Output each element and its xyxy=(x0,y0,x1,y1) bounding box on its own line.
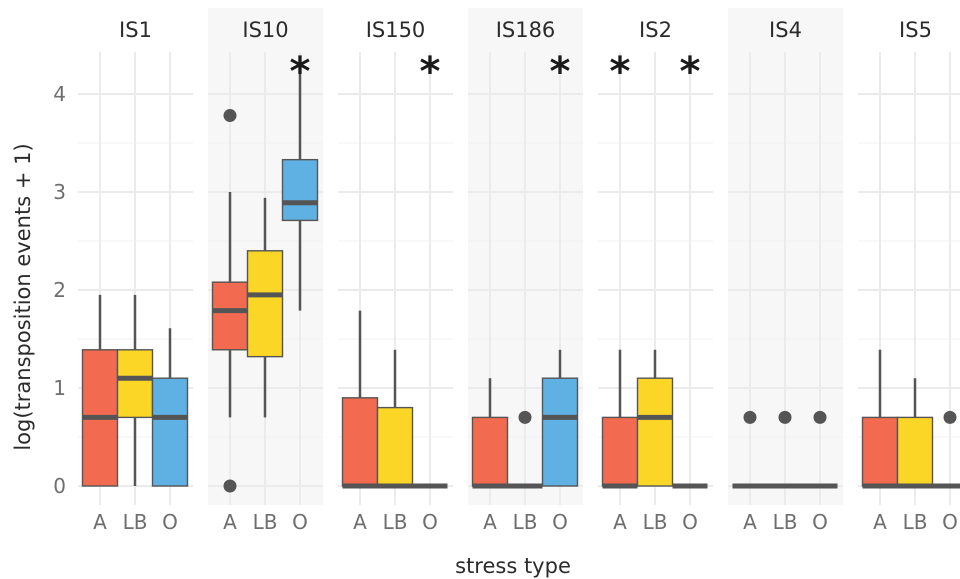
facet-title: IS186 xyxy=(496,18,556,42)
significance-star: * xyxy=(420,49,441,95)
box-LB: LB xyxy=(636,349,674,534)
box-LB: LB xyxy=(896,378,934,534)
x-tick-label: O xyxy=(552,510,568,534)
facet-title: IS10 xyxy=(242,18,288,42)
box-body xyxy=(601,416,639,487)
x-tick-label: O xyxy=(812,510,828,534)
significance-star: * xyxy=(680,49,701,95)
x-tick-label: LB xyxy=(383,510,408,534)
significance-star: * xyxy=(610,49,631,95)
y-tick-label: 4 xyxy=(53,82,66,106)
box-A: A xyxy=(861,349,899,534)
x-tick-label: A xyxy=(93,510,107,534)
x-tick-label: A xyxy=(353,510,367,534)
box-A: A xyxy=(211,109,249,534)
box-A: A xyxy=(732,410,768,534)
box-body xyxy=(541,377,579,487)
box-LB: LB xyxy=(376,349,414,534)
x-tick-label: O xyxy=(942,510,958,534)
y-tick-label: 3 xyxy=(53,180,66,204)
y-axis-title: log(transposition events + 1) xyxy=(11,143,35,450)
box-O: *O xyxy=(672,49,708,534)
facet-panel: IS1 A LB O xyxy=(78,8,193,534)
outlier-point xyxy=(778,410,792,424)
x-tick-label: A xyxy=(483,510,497,534)
box-O: *O xyxy=(541,49,579,534)
y-tick-label: 1 xyxy=(53,376,66,400)
x-tick-label: LB xyxy=(773,510,798,534)
significance-star: * xyxy=(290,49,311,95)
facet-panel: IS4 A LB O xyxy=(728,8,843,534)
facet-title: IS150 xyxy=(366,18,426,42)
box-LB: LB xyxy=(246,197,284,534)
box-body xyxy=(341,397,379,487)
box-A: A xyxy=(81,294,119,534)
box-A: A xyxy=(471,378,509,534)
x-tick-label: O xyxy=(292,510,308,534)
box-O: O xyxy=(151,328,189,534)
y-axis: 0 1 2 3 4 xyxy=(53,82,66,498)
outlier-point xyxy=(223,109,237,123)
x-tick-label: O xyxy=(162,510,178,534)
box-A: *A xyxy=(601,49,639,534)
x-tick-label: A xyxy=(873,510,887,534)
box-body xyxy=(471,416,509,487)
box-body xyxy=(281,158,319,222)
x-tick-label: O xyxy=(682,510,698,534)
box-body xyxy=(211,281,249,351)
facet-title: IS1 xyxy=(119,18,152,42)
x-tick-label: LB xyxy=(513,510,538,534)
x-tick-label: A xyxy=(613,510,627,534)
box-O: O xyxy=(802,410,838,534)
box-O: *O xyxy=(412,49,448,534)
x-tick-label: LB xyxy=(903,510,928,534)
facet-title: IS5 xyxy=(899,18,932,42)
significance-star: * xyxy=(550,49,571,95)
facet-panel: IS5 A LB O xyxy=(858,8,960,534)
outlier-point xyxy=(223,479,237,493)
box-O: O xyxy=(932,410,960,534)
box-body xyxy=(861,416,899,487)
box-LB: LB xyxy=(116,294,154,534)
x-tick-label: LB xyxy=(253,510,278,534)
box-A: A xyxy=(341,310,379,534)
x-tick-label: A xyxy=(743,510,757,534)
facet-panel: IS2*A LB*O xyxy=(598,8,713,534)
outlier-point xyxy=(518,410,532,424)
x-axis-title: stress type xyxy=(455,554,571,578)
facet-title: IS2 xyxy=(639,18,672,42)
y-tick-label: 0 xyxy=(53,474,66,498)
box-body xyxy=(246,250,284,358)
box-body xyxy=(116,349,154,419)
box-LB: LB xyxy=(507,410,543,534)
box-body xyxy=(896,416,934,487)
outlier-point xyxy=(743,410,757,424)
box-body xyxy=(636,377,674,487)
x-tick-label: A xyxy=(223,510,237,534)
outlier-point xyxy=(813,410,827,424)
y-tick-label: 2 xyxy=(53,278,66,302)
x-tick-label: LB xyxy=(643,510,668,534)
x-tick-label: LB xyxy=(123,510,148,534)
facet-title: IS4 xyxy=(769,18,802,42)
box-LB: LB xyxy=(767,410,803,534)
box-body xyxy=(151,377,189,487)
outlier-point xyxy=(943,410,957,424)
x-tick-label: O xyxy=(422,510,438,534)
box-O: *O xyxy=(281,49,319,534)
box-body xyxy=(376,406,414,487)
